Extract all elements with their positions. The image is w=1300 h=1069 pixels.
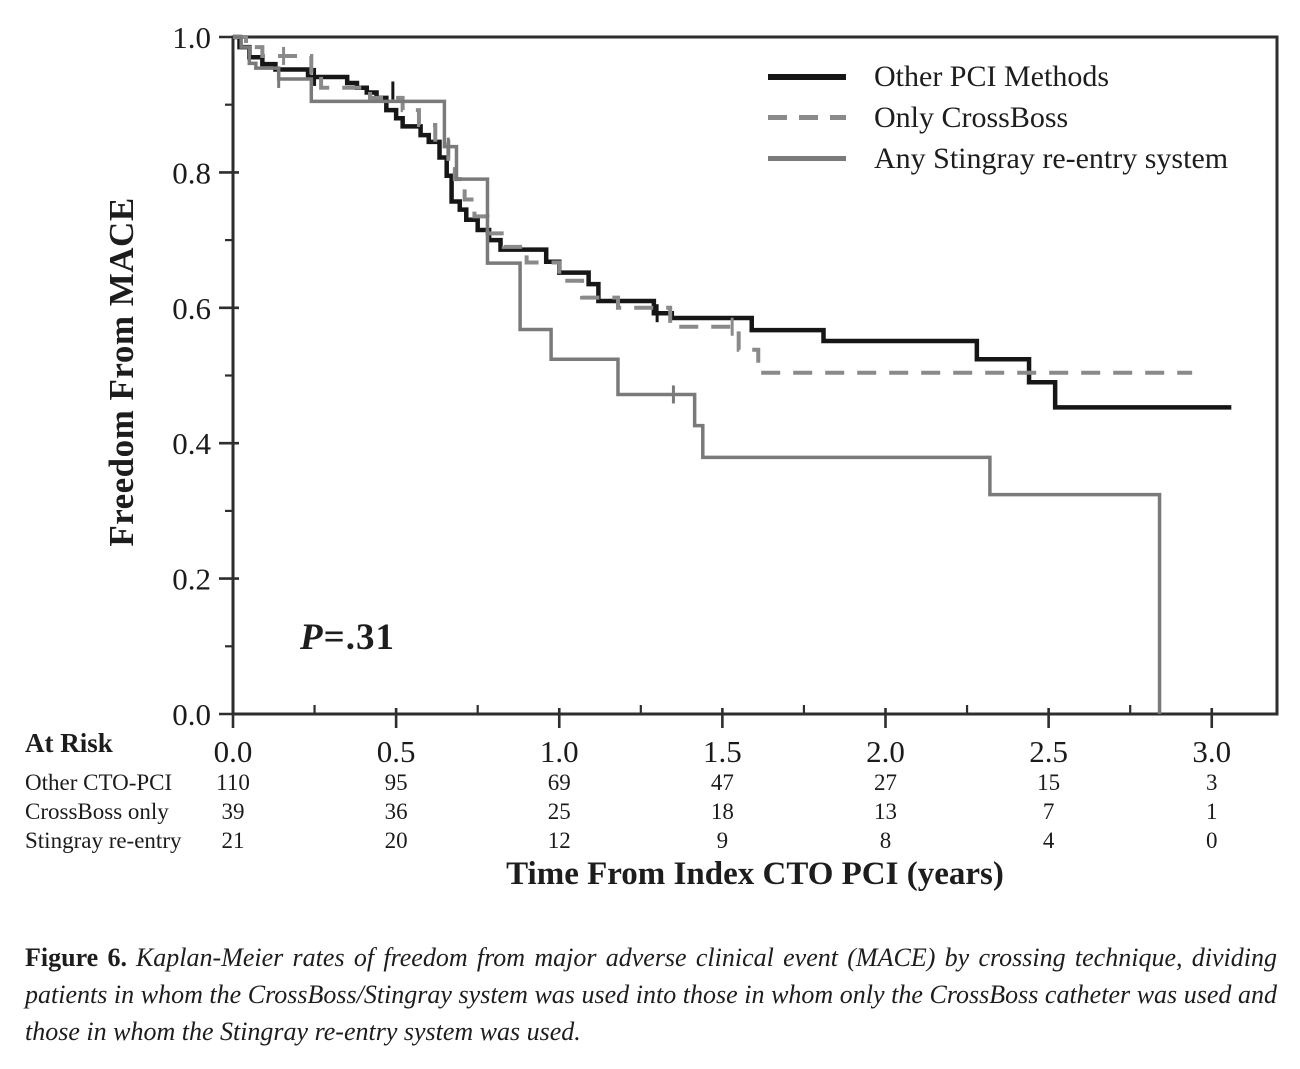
at-risk-count: 110 xyxy=(216,770,250,795)
at-risk-count: 20 xyxy=(385,828,408,853)
y-tick-label: 0.0 xyxy=(172,697,211,732)
legend-item-stingray: Any Stingray re-entry system xyxy=(768,138,1228,179)
at-risk-count: 9 xyxy=(717,828,729,853)
p-value-symbol: P xyxy=(300,617,324,658)
legend-line-sample-solid-gray-icon xyxy=(768,156,846,161)
at-risk-count: 7 xyxy=(1043,799,1055,824)
legend-label: Only CrossBoss xyxy=(874,100,1069,134)
x-tick-label: 0.0 xyxy=(214,734,253,769)
at-risk-count: 47 xyxy=(711,770,734,795)
x-tick-label: 2.0 xyxy=(866,734,905,769)
y-tick-label: 0.4 xyxy=(172,426,211,461)
at-risk-count: 27 xyxy=(874,770,897,795)
legend-line-sample-solid-black-icon xyxy=(768,73,846,80)
p-value-number: =.31 xyxy=(323,617,395,658)
at-risk-row-label: Other CTO-PCI xyxy=(25,770,172,795)
at-risk-count: 39 xyxy=(222,799,245,824)
legend-item-only-crossboss: Only CrossBoss xyxy=(768,97,1228,138)
at-risk-count: 18 xyxy=(711,799,734,824)
at-risk-count: 69 xyxy=(548,770,571,795)
figure-caption-text: Kaplan-Meier rates of freedom from major… xyxy=(25,943,1277,1046)
x-tick-label: 2.5 xyxy=(1029,734,1068,769)
x-tick-label: 1.5 xyxy=(703,734,742,769)
km-chart: 0.0 0.5 1.0 1.5 2.0 2.5 3.0 0.0 0.2 0.4 0.6 0.8 1.0 O… xyxy=(25,20,1279,853)
x-tick-label: 0.5 xyxy=(377,734,416,769)
km-curve-only-crossboss xyxy=(233,35,1193,375)
legend-label: Other PCI Methods xyxy=(874,59,1109,93)
at-risk-count: 25 xyxy=(548,799,571,824)
x-tick-label: 1.0 xyxy=(540,734,579,769)
km-curve-any-stingray-re-entry-system xyxy=(233,35,1162,714)
y-tick-label: 0.8 xyxy=(172,155,211,190)
at-risk-count: 8 xyxy=(880,828,892,853)
y-tick-label: 1.0 xyxy=(172,20,211,55)
at-risk-row-label: CrossBoss only xyxy=(25,799,169,824)
y-tick-label: 0.6 xyxy=(172,291,211,326)
at-risk-count: 13 xyxy=(874,799,897,824)
figure-caption: Figure 6. Kaplan-Meier rates of freedom f… xyxy=(25,939,1277,1050)
at-risk-count: 1 xyxy=(1206,799,1218,824)
at-risk-count: 36 xyxy=(385,799,408,824)
at-risk-count: 15 xyxy=(1037,770,1060,795)
at-risk-count: 12 xyxy=(548,828,571,853)
figure-caption-number: Figure 6. xyxy=(25,943,127,972)
at-risk-count: 4 xyxy=(1043,828,1055,853)
at-risk-count: 95 xyxy=(385,770,408,795)
legend-line-sample-dashed-gray-icon xyxy=(768,115,846,120)
p-value-annotation: P=.31 xyxy=(300,616,395,659)
at-risk-count: 3 xyxy=(1206,770,1218,795)
at-risk-row-label: Stingray re-entry xyxy=(25,828,182,853)
legend-label: Any Stingray re-entry system xyxy=(874,141,1229,175)
legend: Other PCI Methods Only CrossBoss Any Sti… xyxy=(768,56,1228,179)
at-risk-count: 21 xyxy=(222,828,245,853)
at-risk-header: At Risk xyxy=(25,728,113,758)
legend-item-other-pci: Other PCI Methods xyxy=(768,56,1228,97)
x-axis-title: Time From Index CTO PCI (years) xyxy=(506,856,1004,892)
at-risk-count: 0 xyxy=(1206,828,1218,853)
x-tick-label: 3.0 xyxy=(1192,734,1231,769)
y-axis-title: Freedom From MACE xyxy=(102,197,141,547)
y-tick-label: 0.2 xyxy=(172,562,211,597)
